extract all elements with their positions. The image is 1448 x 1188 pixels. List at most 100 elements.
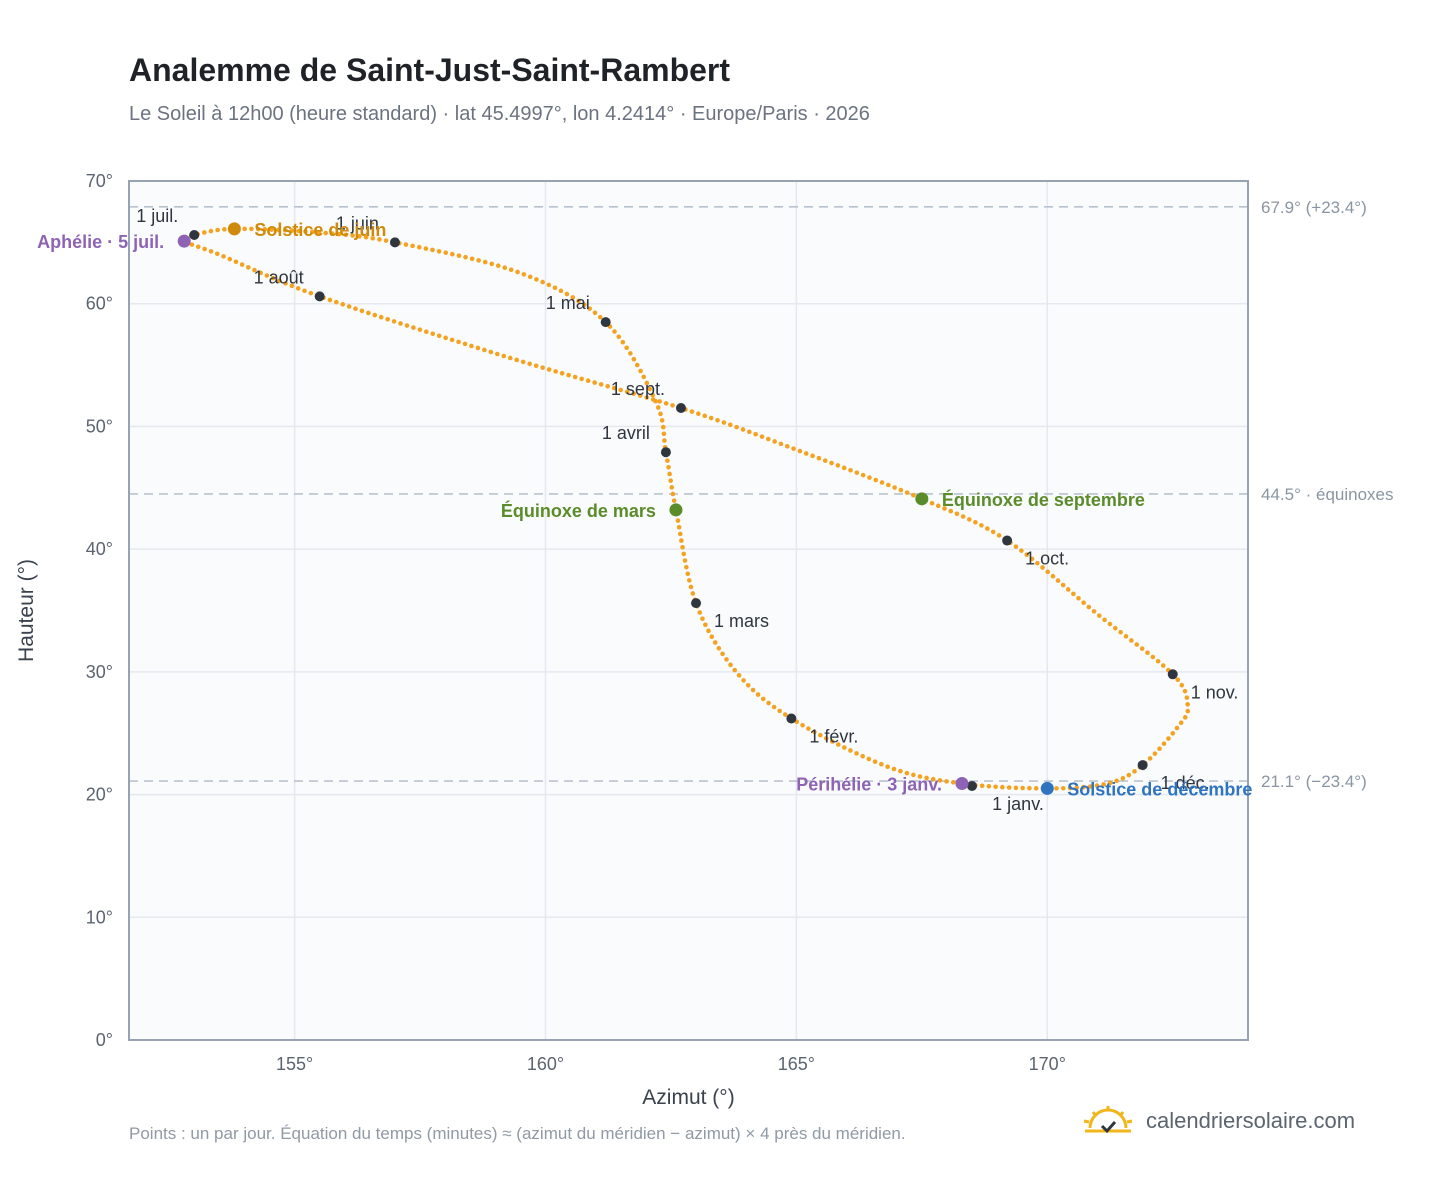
day-point bbox=[520, 359, 526, 365]
day-point bbox=[1152, 751, 1158, 756]
day-point bbox=[488, 349, 494, 355]
reference-line-label: 44.5° · équinoxes bbox=[1261, 485, 1394, 504]
day-point bbox=[346, 304, 352, 309]
day-point bbox=[546, 282, 552, 288]
month-marker bbox=[1002, 535, 1013, 546]
month-label: 1 juil. bbox=[136, 206, 178, 226]
day-point bbox=[436, 249, 442, 254]
day-point bbox=[724, 657, 729, 662]
day-point bbox=[684, 564, 689, 570]
day-point bbox=[661, 431, 667, 437]
day-point bbox=[527, 274, 533, 280]
day-point bbox=[411, 325, 416, 330]
day-point bbox=[937, 778, 943, 783]
day-point bbox=[357, 234, 362, 239]
day-point bbox=[935, 503, 941, 509]
day-point bbox=[430, 331, 436, 337]
day-point bbox=[944, 779, 949, 784]
day-point bbox=[777, 708, 782, 714]
day-point bbox=[917, 774, 923, 779]
day-point bbox=[659, 418, 665, 423]
day-point bbox=[1060, 582, 1066, 588]
day-point bbox=[879, 480, 885, 485]
month-marker bbox=[660, 447, 671, 458]
day-point bbox=[611, 385, 617, 391]
day-point bbox=[534, 277, 539, 282]
day-point bbox=[1029, 556, 1035, 562]
day-point bbox=[663, 401, 669, 406]
day-point bbox=[1067, 785, 1073, 791]
day-point bbox=[1087, 784, 1093, 789]
day-point bbox=[1000, 784, 1005, 790]
day-point bbox=[860, 753, 865, 759]
day-point bbox=[1019, 548, 1024, 553]
day-point bbox=[822, 458, 828, 463]
day-point bbox=[564, 291, 570, 297]
day-point bbox=[677, 531, 683, 537]
day-point bbox=[208, 228, 214, 234]
page-subtitle: Le Soleil à 12h00 (heure standard) · lat… bbox=[129, 103, 870, 125]
month-marker bbox=[1167, 669, 1178, 680]
day-point bbox=[706, 628, 711, 634]
sun-logo-icon bbox=[1083, 1106, 1133, 1134]
event-marker bbox=[177, 234, 191, 248]
day-point bbox=[1076, 595, 1081, 601]
day-point bbox=[1020, 785, 1025, 791]
event-label: Solstice de décembre bbox=[1067, 779, 1252, 799]
day-point bbox=[1107, 621, 1113, 627]
day-point bbox=[1054, 786, 1059, 791]
day-point bbox=[829, 739, 835, 744]
day-point bbox=[252, 267, 257, 273]
day-point bbox=[812, 729, 817, 735]
footnote: Points : un par jour. Équation du temps … bbox=[129, 1124, 906, 1143]
day-point bbox=[696, 411, 701, 416]
day-point bbox=[1161, 741, 1167, 746]
day-point bbox=[1086, 604, 1092, 610]
day-point bbox=[771, 704, 777, 710]
day-point bbox=[641, 374, 647, 380]
day-point bbox=[671, 498, 677, 503]
day-point bbox=[570, 295, 576, 300]
day-point bbox=[1055, 578, 1061, 583]
day-point bbox=[1091, 609, 1097, 614]
day-point bbox=[385, 316, 390, 322]
day-point bbox=[662, 438, 667, 443]
day-point bbox=[688, 584, 694, 590]
day-point bbox=[954, 511, 960, 517]
day-point bbox=[221, 254, 226, 259]
day-point bbox=[765, 436, 771, 442]
day-point bbox=[829, 460, 834, 466]
day-point bbox=[741, 678, 746, 683]
day-point bbox=[772, 439, 777, 444]
day-point bbox=[842, 745, 847, 750]
day-point bbox=[495, 263, 501, 269]
month-markers: 1 janv. 1 févr. 1 mars 1 avril 1 mai 1 juin 1 … bbox=[136, 206, 1238, 814]
event-label: Périhélie · 3 janv. bbox=[796, 775, 942, 795]
day-point bbox=[377, 237, 382, 242]
day-point bbox=[1145, 650, 1150, 656]
day-point bbox=[507, 355, 513, 361]
day-point bbox=[709, 634, 715, 640]
day-point bbox=[835, 742, 841, 747]
day-point bbox=[911, 772, 916, 778]
day-point bbox=[540, 365, 545, 370]
day-point bbox=[378, 314, 384, 320]
day-point bbox=[353, 306, 358, 311]
analemma-curve bbox=[182, 226, 1191, 791]
day-point bbox=[270, 275, 276, 281]
day-point bbox=[1013, 544, 1019, 549]
day-point bbox=[316, 230, 322, 235]
day-point bbox=[423, 246, 429, 251]
day-point bbox=[797, 448, 803, 454]
day-point bbox=[1175, 677, 1181, 683]
month-label: 1 déc. bbox=[1161, 773, 1210, 793]
y-tick-label: 30° bbox=[86, 662, 113, 682]
day-point bbox=[631, 391, 636, 397]
day-point bbox=[323, 230, 328, 236]
reference-line-label: 67.9° (+23.4°) bbox=[1261, 198, 1367, 217]
day-point bbox=[202, 230, 207, 235]
day-point bbox=[689, 409, 695, 414]
brand[interactable]: calendriersolaire.com bbox=[1082, 1104, 1355, 1138]
month-marker bbox=[314, 291, 325, 302]
day-point bbox=[624, 345, 629, 351]
